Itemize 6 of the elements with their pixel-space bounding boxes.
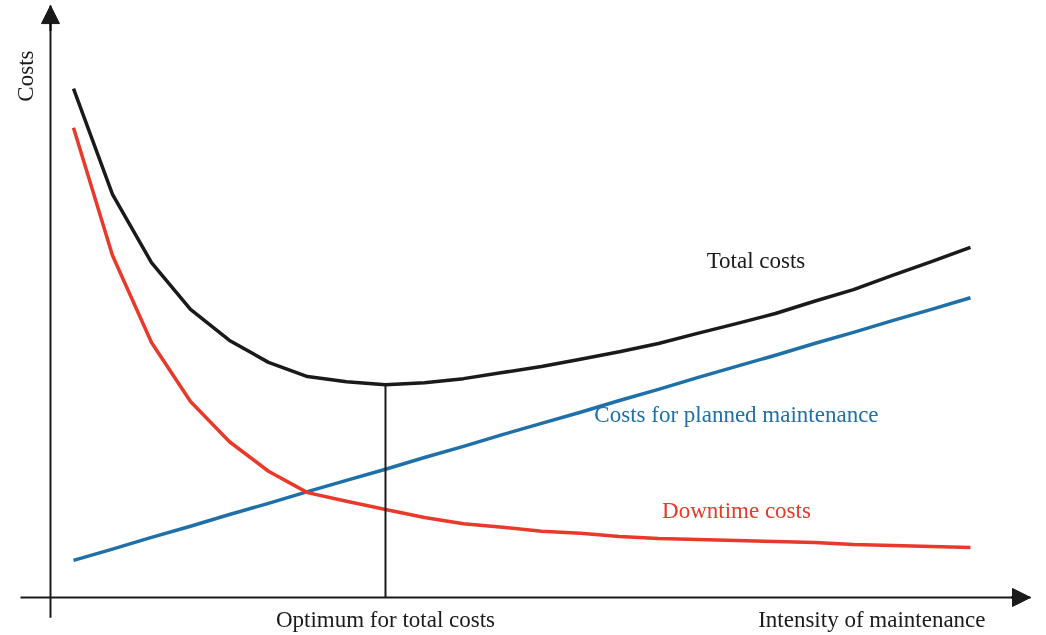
series-label: Downtime costs: [662, 497, 811, 523]
series-label: Total costs: [706, 247, 806, 273]
text: Optimum for total costs: [275, 607, 496, 633]
series-label: Costs for planned maintenance: [594, 402, 879, 428]
x-axis-title: Intensity of maintenance: [758, 607, 986, 633]
y-axis-title: Costs: [13, 50, 38, 102]
